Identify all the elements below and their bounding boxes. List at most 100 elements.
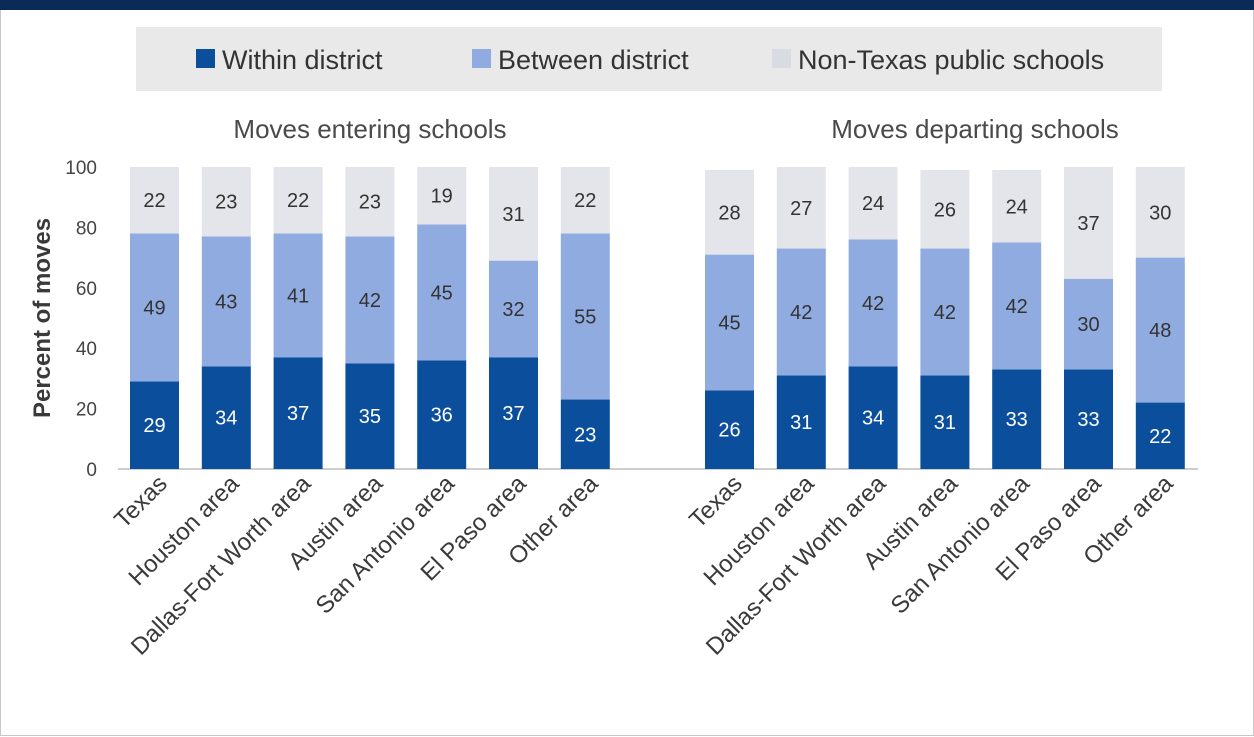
data-label-p1-texas-between-district: 49 [143,297,165,319]
data-label-p1-other-area-non-texas-public-schools: 22 [574,190,596,212]
data-label-p1-dallas-fort-worth-area-between-district: 41 [287,285,309,307]
bar-p1-dallas-fort-worth-area-between-district [273,233,323,358]
top-bar [0,0,1254,10]
data-label-p2-other-area-non-texas-public-schools: 30 [1149,202,1171,224]
bar-p2-texas-non-texas-public-schools [705,170,754,255]
bar-p1-san-antonio-area-non-texas-public-schools [417,167,467,225]
y-tick-label-60: 60 [76,279,97,300]
legend-item-non-texas: Non-Texas public schools [772,45,1104,75]
bar-p1-other-area-within-district [560,399,610,469]
bar-p1-texas-non-texas-public-schools [130,167,179,234]
legend-background [136,27,1162,91]
data-label-p2-other-area-between-district: 48 [1149,320,1171,342]
category-label-p2-texas: Texas [684,470,747,533]
bar-p2-austin-area-between-district [920,248,970,376]
data-label-p1-houston-area-between-district: 43 [215,291,237,313]
bar-p2-el-paso-area-within-district [1064,369,1113,469]
data-label-p2-other-area-within-district: 22 [1149,426,1171,448]
bar-p2-el-paso-area-between-district [1064,278,1113,370]
data-label-p2-dallas-fort-worth-area-non-texas-public-schools: 24 [862,193,884,215]
bar-p2-houston-area-between-district [776,248,826,376]
bar-p1-dallas-fort-worth-area-within-district [273,357,323,469]
data-label-p2-el-paso-area-between-district: 30 [1077,314,1099,336]
bar-p2-san-antonio-area-non-texas-public-schools [992,170,1042,243]
bar-p1-san-antonio-area-within-district [417,360,467,469]
y-axis-label: Percent of moves [29,218,56,418]
data-label-p1-texas-within-district: 29 [143,415,165,437]
y-tick-label-20: 20 [76,400,97,421]
category-label-p1-texas: Texas [109,470,172,533]
bar-p1-el-paso-area-within-district [489,357,538,469]
bar-p1-el-paso-area-non-texas-public-schools [489,167,538,261]
panel-title-entering: Moves entering schools [233,114,506,144]
data-label-p1-other-area-within-district: 23 [574,424,596,446]
bar-p1-houston-area-between-district [201,236,251,367]
data-label-p2-houston-area-within-district: 31 [790,412,812,434]
legend-item-between-district: Between district [472,45,689,75]
bar-p1-san-antonio-area-between-district [417,224,467,361]
data-label-p2-dallas-fort-worth-area-between-district: 42 [862,293,884,315]
bar-p1-texas-between-district [130,233,179,382]
legend-label-non-texas: Non-Texas public schools [798,45,1104,75]
data-label-p1-houston-area-non-texas-public-schools: 23 [215,192,237,214]
data-label-p1-dallas-fort-worth-area-within-district: 37 [287,403,309,425]
bar-p1-other-area-non-texas-public-schools [560,167,610,234]
data-label-p2-houston-area-between-district: 42 [790,302,812,324]
y-tick-label-40: 40 [76,339,97,360]
data-label-p1-other-area-between-district: 55 [574,306,596,328]
bar-p2-dallas-fort-worth-area-between-district [848,239,898,367]
bar-p1-el-paso-area-between-district [489,260,538,358]
bar-p2-san-antonio-area-between-district [992,242,1042,370]
bar-p2-austin-area-non-texas-public-schools [920,170,970,249]
data-label-p2-texas-between-district: 45 [718,313,740,335]
data-label-p2-houston-area-non-texas-public-schools: 27 [790,198,812,220]
legend-item-within-district: Within district [196,45,383,75]
data-label-p1-austin-area-between-district: 42 [359,290,381,312]
data-label-p1-el-paso-area-non-texas-public-schools: 31 [502,204,524,226]
bar-p2-dallas-fort-worth-area-non-texas-public-schools [848,167,898,240]
data-label-p1-el-paso-area-within-district: 37 [502,403,524,425]
data-label-p1-san-antonio-area-non-texas-public-schools: 19 [431,186,453,208]
data-label-p1-el-paso-area-between-district: 32 [502,299,524,321]
data-label-p2-san-antonio-area-within-district: 33 [1006,409,1028,431]
bar-p1-texas-within-district [130,381,179,469]
bar-p2-dallas-fort-worth-area-within-district [848,366,898,469]
data-label-p2-texas-within-district: 26 [718,420,740,442]
data-label-p1-austin-area-within-district: 35 [359,406,381,428]
data-label-p2-dallas-fort-worth-area-within-district: 34 [862,408,884,430]
bar-p2-texas-within-district [705,390,754,469]
data-label-p2-el-paso-area-within-district: 33 [1077,409,1099,431]
data-label-p1-austin-area-non-texas-public-schools: 23 [359,192,381,214]
data-label-p1-texas-non-texas-public-schools: 22 [143,190,165,212]
bar-p2-san-antonio-area-within-district [992,369,1042,469]
data-label-p2-austin-area-non-texas-public-schools: 26 [934,199,956,221]
bar-p2-austin-area-within-district [920,375,970,469]
bar-p2-other-area-non-texas-public-schools [1135,167,1185,258]
bar-p1-dallas-fort-worth-area-non-texas-public-schools [273,167,323,234]
data-label-p2-austin-area-between-district: 42 [934,302,956,324]
bar-p1-austin-area-between-district [345,236,395,364]
data-label-p2-austin-area-within-district: 31 [934,412,956,434]
bar-p2-el-paso-area-non-texas-public-schools [1064,167,1113,279]
bar-p1-other-area-between-district [560,233,610,400]
y-tick-label-0: 0 [86,460,97,481]
legend-swatch-between-district [472,49,491,68]
data-label-p2-san-antonio-area-non-texas-public-schools: 24 [1006,196,1028,218]
y-tick-label-80: 80 [76,218,97,239]
data-label-p1-san-antonio-area-within-district: 36 [431,405,453,427]
legend: Within district Between district Non-Tex… [136,27,1162,91]
data-label-p2-texas-non-texas-public-schools: 28 [718,202,740,224]
legend-label-between-district: Between district [498,45,689,75]
legend-label-within-district: Within district [222,45,383,75]
data-label-p2-el-paso-area-non-texas-public-schools: 37 [1077,213,1099,235]
data-label-p1-houston-area-within-district: 34 [215,408,237,430]
legend-swatch-within-district [196,49,215,68]
data-label-p2-san-antonio-area-between-district: 42 [1006,296,1028,318]
y-tick-label-100: 100 [65,158,97,179]
bar-p1-houston-area-within-district [201,366,251,469]
bar-p1-austin-area-within-district [345,363,395,469]
bar-p2-houston-area-within-district [776,375,826,469]
bar-p1-austin-area-non-texas-public-schools [345,167,395,237]
y-axis-ticks: 0 20 40 60 80 100 [65,158,97,481]
